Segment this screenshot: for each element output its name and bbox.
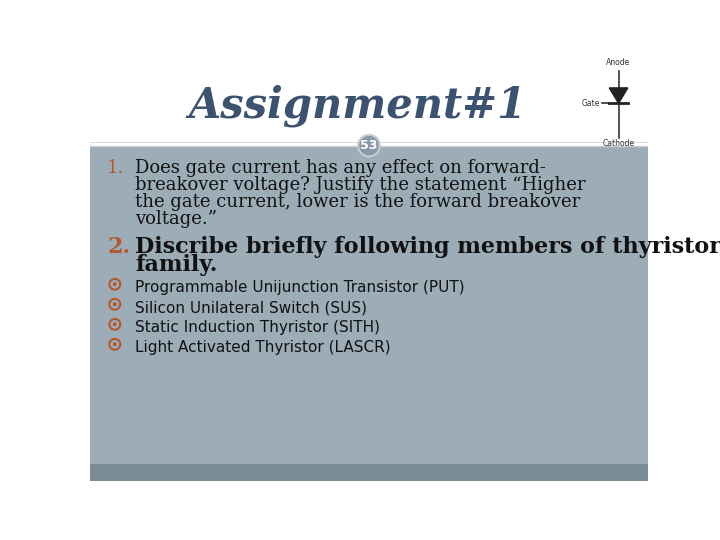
Text: Static Induction Thyristor (SITH): Static Induction Thyristor (SITH) <box>135 320 380 335</box>
Text: voltage.”: voltage.” <box>135 210 217 227</box>
Circle shape <box>113 342 117 346</box>
Text: Cathode: Cathode <box>603 139 634 148</box>
Text: Gate: Gate <box>582 99 600 108</box>
Text: 1.: 1. <box>107 159 125 177</box>
Text: Assignment#1: Assignment#1 <box>189 84 526 127</box>
Circle shape <box>358 135 380 157</box>
Text: Discribe briefly following members of thyristor: Discribe briefly following members of th… <box>135 236 720 258</box>
Text: the gate current, lower is the forward breakover: the gate current, lower is the forward b… <box>135 193 580 211</box>
Text: Programmable Unijunction Transistor (PUT): Programmable Unijunction Transistor (PUT… <box>135 280 464 295</box>
Polygon shape <box>609 88 628 103</box>
Text: 53: 53 <box>360 139 378 152</box>
FancyBboxPatch shape <box>90 146 648 464</box>
Text: breakover voltage? Justify the statement “Higher: breakover voltage? Justify the statement… <box>135 176 585 194</box>
Text: 2.: 2. <box>107 236 130 258</box>
FancyBboxPatch shape <box>90 65 648 146</box>
Text: Light Activated Thyristor (LASCR): Light Activated Thyristor (LASCR) <box>135 340 390 355</box>
Circle shape <box>113 302 117 306</box>
Text: Silicon Unilateral Switch (SUS): Silicon Unilateral Switch (SUS) <box>135 300 367 315</box>
Text: Does gate current has any effect on forward-: Does gate current has any effect on forw… <box>135 159 546 177</box>
Text: family.: family. <box>135 254 217 276</box>
Circle shape <box>113 322 117 326</box>
FancyBboxPatch shape <box>90 464 648 481</box>
Text: Anode: Anode <box>606 58 631 67</box>
Circle shape <box>113 282 117 286</box>
